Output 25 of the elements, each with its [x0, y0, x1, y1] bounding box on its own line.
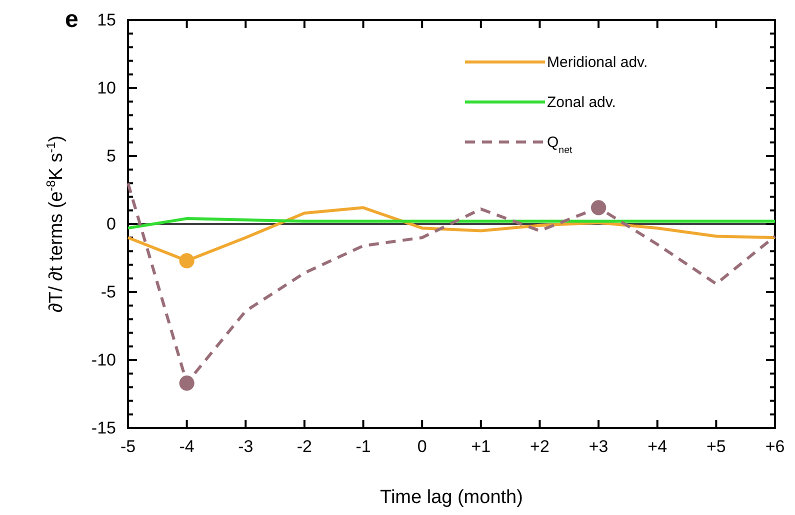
y-tick-label: -5: [100, 282, 116, 302]
x-tick-label: -2: [296, 437, 312, 456]
y-tick-label: 10: [97, 78, 116, 98]
legend-label: Meridional adv.: [547, 54, 648, 71]
x-tick-label: +5: [706, 437, 726, 456]
y-tick-label: -10: [91, 350, 116, 370]
x-axis-title: Time lag (month): [380, 487, 523, 508]
x-tick-label: -4: [179, 437, 194, 456]
y-tick-label: 5: [106, 146, 116, 166]
x-tick-label: -3: [238, 437, 254, 456]
x-tick-label: -5: [120, 437, 136, 456]
x-tick-label: -1: [356, 437, 371, 456]
x-tick-label: +4: [648, 437, 668, 456]
legend-label: Zonal adv.: [547, 94, 616, 111]
x-tick-label: +6: [765, 437, 785, 456]
x-tick-label: +2: [530, 437, 550, 456]
y-tick-label: -15: [91, 418, 116, 438]
line-series: [126, 217, 776, 230]
x-tick-label: 0: [417, 437, 427, 456]
x-tick-label: +3: [588, 437, 608, 456]
text: e: [65, 6, 78, 33]
y-tick-label: 15: [97, 10, 116, 30]
y-tick-label: 0: [106, 214, 116, 234]
x-tick-label: +1: [471, 437, 491, 456]
legend-label: Q$_{net}$: [547, 134, 573, 156]
